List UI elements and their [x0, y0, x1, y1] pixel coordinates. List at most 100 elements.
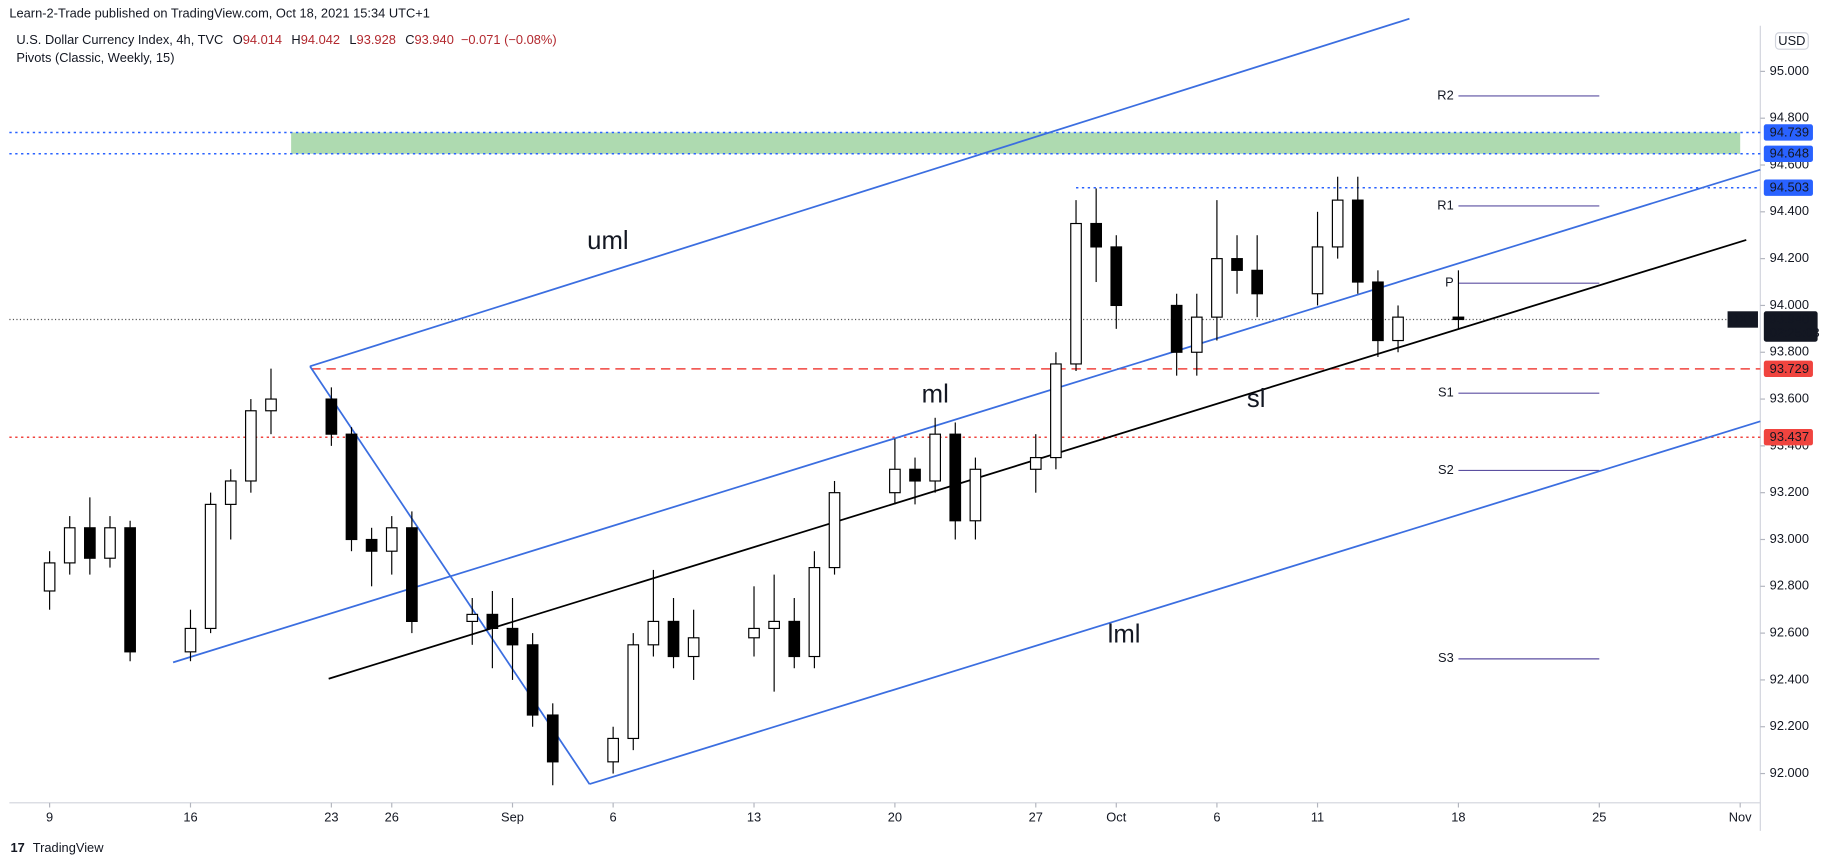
ohlc-value: 93.940 — [415, 32, 454, 47]
candle-body — [949, 433, 962, 522]
x-tick-label: 18 — [1451, 809, 1465, 824]
candle-body — [63, 527, 76, 564]
upper-median-line — [309, 17, 1410, 368]
candle-body — [929, 433, 941, 482]
y-tick-label: 92.600 — [1770, 625, 1809, 640]
ohlc-key: L — [349, 32, 356, 47]
x-tick-label: 20 — [888, 809, 902, 824]
y-tick-label: 92.000 — [1770, 765, 1809, 780]
ohlc-key: C — [405, 32, 414, 47]
ohlc-value: 93.928 — [357, 32, 396, 47]
level-tag-label: 93.729 — [1770, 361, 1809, 376]
candle-body — [1311, 246, 1324, 295]
y-tick-label: 94.400 — [1770, 203, 1809, 218]
ohlc-key: H — [291, 32, 300, 47]
candle-body — [546, 714, 559, 763]
candle-body — [466, 613, 479, 622]
x-tick-label: Nov — [1729, 809, 1752, 824]
candle-body — [768, 620, 780, 630]
symbol-header: U.S. Dollar Currency Index, 4h, TVC O94.0… — [16, 32, 556, 47]
level-tag-label: 93.437 — [1770, 429, 1809, 444]
candle-body — [1029, 456, 1042, 470]
last-price-tag — [1763, 311, 1818, 342]
candle-body — [788, 620, 801, 658]
candle-body — [385, 527, 398, 552]
annotation: lml — [1108, 620, 1141, 648]
pivot-label: S3 — [1438, 650, 1454, 665]
candle-body — [526, 644, 539, 716]
candle-body — [506, 627, 519, 646]
candle-body — [828, 492, 841, 569]
candle-body — [1170, 304, 1183, 353]
candle-body — [1251, 269, 1264, 295]
x-tick-label: 11 — [1311, 809, 1324, 824]
ohlc-value: 94.042 — [301, 32, 340, 47]
countdown: 02:25:03 — [1770, 325, 1820, 340]
candle-body — [365, 538, 378, 552]
x-tick-label: 9 — [46, 809, 53, 824]
candle-body — [748, 627, 760, 639]
last-price-label: 93.940 — [1770, 311, 1809, 326]
median-line — [172, 168, 1761, 664]
pivot-label: S1 — [1438, 385, 1454, 400]
brand-logo: 17 — [11, 840, 25, 855]
indicator-label: Pivots (Classic, Weekly, 15) — [16, 50, 174, 65]
symbol-title: U.S. Dollar Currency Index, 4h, TVC — [16, 32, 223, 47]
candle-body — [325, 398, 338, 435]
attribution: Learn-2-Trade published on TradingView.c… — [9, 5, 430, 20]
candle-body — [687, 637, 700, 658]
candle-body — [808, 566, 821, 658]
candle-body — [1050, 363, 1062, 459]
level-tag — [1763, 360, 1813, 378]
x-tick-label: 6 — [610, 809, 617, 824]
ohlc-key: O — [233, 32, 243, 47]
candle-body — [184, 627, 197, 653]
candle-body — [1070, 222, 1082, 365]
currency-box — [1774, 32, 1809, 50]
candle-body — [1110, 246, 1123, 307]
candle-body — [84, 527, 96, 559]
candle-body — [43, 562, 56, 592]
pivot-label: S2 — [1438, 462, 1454, 477]
pivot-label: R2 — [1437, 87, 1453, 102]
candle-body — [1351, 199, 1364, 283]
x-tick-label: Sep — [501, 809, 524, 824]
level-tag — [1763, 429, 1813, 446]
y-tick-label: 92.200 — [1770, 718, 1809, 733]
y-tick-label: 93.000 — [1770, 531, 1809, 546]
candle-body — [607, 737, 619, 763]
candle-body — [1452, 316, 1465, 321]
pivot-label: R1 — [1437, 197, 1453, 212]
candle-body — [627, 644, 640, 740]
candle-body — [204, 503, 217, 630]
candle-body — [909, 468, 921, 482]
annotation: sl — [1247, 385, 1266, 413]
y-tick-label: 94.200 — [1770, 250, 1809, 265]
candle-body — [969, 468, 982, 522]
level-tag — [1763, 179, 1813, 196]
x-tick-label: 25 — [1592, 809, 1606, 824]
level-tag — [1763, 124, 1813, 141]
y-tick-label: 94.000 — [1770, 297, 1809, 312]
ohlc-value: 94.014 — [243, 32, 282, 47]
candle-body — [406, 527, 418, 622]
level-tag — [1763, 145, 1813, 162]
candle-body — [345, 433, 358, 541]
y-tick-label: 92.400 — [1770, 671, 1809, 686]
candle-body — [1190, 316, 1203, 353]
candle-body — [667, 620, 680, 658]
y-tick-label: 94.800 — [1770, 110, 1809, 125]
x-tick-label: 27 — [1029, 809, 1043, 824]
x-tick-label: 6 — [1213, 809, 1220, 824]
annotation: uml — [587, 227, 628, 255]
level-tag-label: 94.648 — [1770, 146, 1809, 161]
candle-body — [486, 613, 499, 630]
brand: 17 TradingView — [11, 840, 105, 855]
level-tag-label: 94.739 — [1770, 124, 1809, 139]
symbol-tag — [1727, 311, 1758, 328]
candle-body — [889, 468, 901, 494]
level-tag-label: 94.503 — [1770, 180, 1809, 195]
candle-body — [1211, 258, 1223, 318]
annotation: ml — [922, 380, 949, 408]
